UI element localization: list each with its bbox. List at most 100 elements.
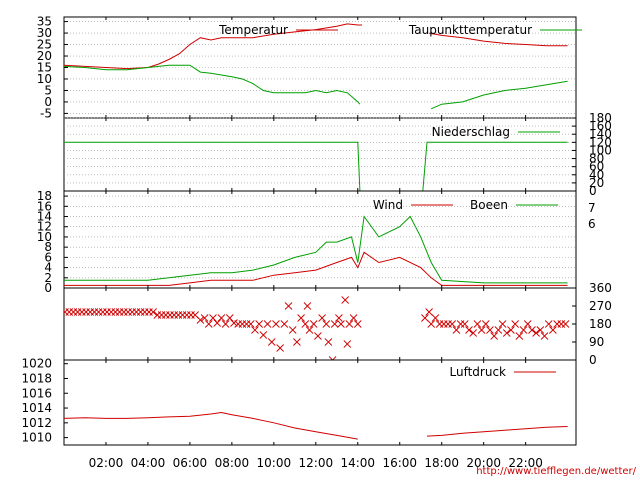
direction-point-stroke xyxy=(523,320,532,328)
direction-point-stroke xyxy=(221,320,230,328)
x-tick-label: 18:00 xyxy=(424,456,459,470)
direction-point-stroke xyxy=(425,308,433,316)
direction-point xyxy=(303,302,312,310)
panel-wind_direction: 360 270 180 90 0 xyxy=(63,281,612,367)
direction-point-stroke xyxy=(309,320,318,328)
direction-point-stroke xyxy=(314,332,322,340)
direction-point-stroke xyxy=(511,320,519,328)
y-tick-label: 0 xyxy=(44,281,52,295)
direction-point-stroke xyxy=(267,338,276,346)
y-tick-label: 60 xyxy=(589,160,604,174)
series-line-temperatur xyxy=(64,23,568,70)
x-tick-label: 02:00 xyxy=(89,456,124,470)
direction-point-stroke xyxy=(217,314,226,322)
direction-point-stroke xyxy=(272,320,280,328)
direction-point-stroke xyxy=(502,329,511,337)
direction-point-stroke xyxy=(331,356,337,360)
direction-point-stroke xyxy=(353,320,362,328)
legend-label: Boeen xyxy=(470,198,508,212)
y-tick-label: 180 xyxy=(589,317,612,331)
y-tick-label: 25 xyxy=(37,38,52,52)
direction-point-stroke xyxy=(191,311,199,319)
y-tick-label: 140 xyxy=(589,127,612,141)
y-tick-label: 18 xyxy=(37,189,52,203)
direction-point-stroke xyxy=(465,326,473,334)
y-tick-label: 8 xyxy=(44,240,52,254)
direction-point xyxy=(427,320,436,328)
direction-point-stroke xyxy=(341,296,349,304)
direction-point-stroke xyxy=(343,340,352,348)
direction-point-stroke xyxy=(301,320,310,328)
y-tick-label: 120 xyxy=(589,135,612,149)
direction-point-stroke xyxy=(337,320,345,328)
direction-point xyxy=(328,356,337,360)
direction-point xyxy=(528,326,536,334)
direction-point xyxy=(196,316,205,324)
y-tick-label: 90 xyxy=(589,335,604,349)
x-tick-label: 16:00 xyxy=(382,456,417,470)
direction-point-stroke xyxy=(481,320,490,328)
y-tick-label: 100 xyxy=(589,143,612,157)
direction-point-stroke xyxy=(225,314,234,322)
direction-point xyxy=(473,320,482,328)
direction-point-stroke xyxy=(421,314,429,322)
y-tick-label: 35 xyxy=(37,15,52,29)
x-tick-label: 22:00 xyxy=(508,456,543,470)
direction-point-stroke xyxy=(536,326,545,334)
direction-point xyxy=(330,320,339,328)
y-tick-label: 4 xyxy=(44,261,52,275)
direction-point xyxy=(251,326,259,334)
direction-point xyxy=(337,320,345,328)
y2-tick-label: 7 xyxy=(588,201,596,215)
direction-point xyxy=(213,319,221,327)
direction-point xyxy=(353,320,362,328)
panel-data xyxy=(64,23,568,110)
direction-point xyxy=(255,320,263,328)
direction-point-stroke xyxy=(477,326,486,334)
direction-point xyxy=(297,314,305,322)
y-tick-label: 40 xyxy=(589,168,604,182)
direction-point xyxy=(209,314,217,322)
direction-point xyxy=(490,332,498,340)
y-tick-label: 0 xyxy=(589,184,597,198)
direction-point xyxy=(452,326,461,334)
x-tick-label: 04:00 xyxy=(131,456,166,470)
direction-point-stroke xyxy=(213,319,221,327)
direction-point-stroke xyxy=(288,326,297,334)
direction-point-stroke xyxy=(297,314,305,322)
source-url: http://www.tiefflegen.de/wetter/ xyxy=(476,466,636,477)
direction-point xyxy=(561,320,570,328)
direction-point-stroke xyxy=(303,302,312,310)
direction-point xyxy=(498,320,507,328)
direction-point xyxy=(481,320,490,328)
direction-point-stroke xyxy=(486,326,494,334)
y-tick-label: 1012 xyxy=(21,416,52,430)
direction-point-stroke xyxy=(280,320,289,328)
direction-point-stroke xyxy=(473,320,482,328)
y-tick-label: 5 xyxy=(44,83,52,97)
direction-point xyxy=(225,314,234,322)
x-tick-label: 10:00 xyxy=(257,456,292,470)
direction-point-stroke xyxy=(507,326,515,334)
direction-point xyxy=(267,338,276,346)
direction-point xyxy=(288,326,297,334)
y-tick-label: 20 xyxy=(37,49,52,63)
direction-point xyxy=(345,320,354,328)
y-tick-label: 10 xyxy=(37,230,52,244)
direction-point xyxy=(486,326,494,334)
direction-point xyxy=(343,340,352,348)
direction-point-stroke xyxy=(498,320,507,328)
direction-point xyxy=(259,331,268,339)
direction-point-stroke xyxy=(322,320,331,328)
direction-point-stroke xyxy=(431,314,440,322)
direction-point-stroke xyxy=(515,332,524,340)
panel-data xyxy=(64,296,570,360)
y-tick-label: 80 xyxy=(589,152,604,166)
direction-point xyxy=(200,314,209,322)
direction-point xyxy=(284,302,293,310)
direction-point xyxy=(318,314,326,322)
